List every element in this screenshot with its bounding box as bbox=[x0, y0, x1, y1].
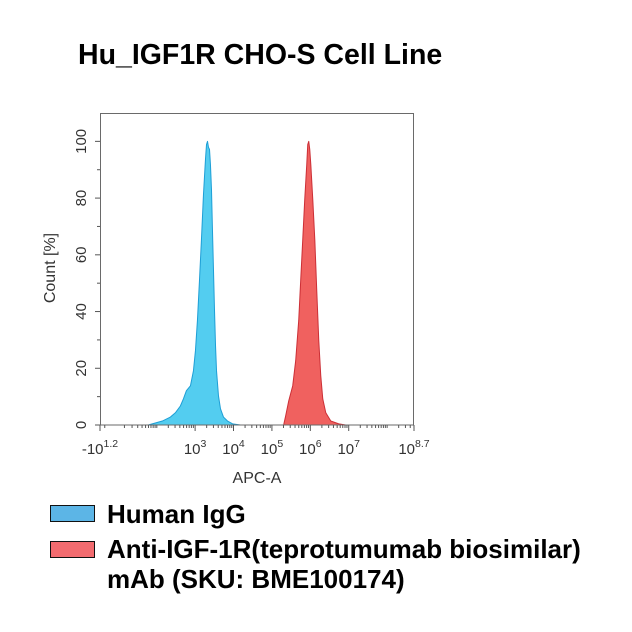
legend-label-human-igg: Human IgG bbox=[107, 499, 246, 529]
x-tick-label-exponent: 5 bbox=[277, 438, 283, 450]
x-tick-label-exponent: 1.2 bbox=[104, 438, 119, 450]
x-axis-label: APC-A bbox=[233, 470, 282, 487]
legend-swatch-anti-igf-1r bbox=[50, 541, 95, 558]
x-tick-label: -101.2 bbox=[82, 438, 118, 458]
x-tick-label-exponent: 7 bbox=[354, 438, 360, 450]
y-tick-label: 60 bbox=[73, 246, 90, 263]
x-tick-label: 108.7 bbox=[398, 438, 429, 458]
x-tick-label-base: 10 bbox=[222, 441, 239, 458]
y-axis-label: Count [%] bbox=[42, 233, 59, 303]
y-tick-label: 0 bbox=[73, 421, 90, 429]
histogram-series-1 bbox=[147, 140, 241, 425]
plot-frame bbox=[100, 113, 414, 426]
x-tick-label: 103 bbox=[184, 438, 207, 458]
x-tick-label-exponent: 8.7 bbox=[415, 438, 430, 450]
x-tick-label: 105 bbox=[261, 438, 284, 458]
x-tick-label-exponent: 3 bbox=[201, 438, 207, 450]
y-tick-label: 80 bbox=[73, 190, 90, 207]
x-tick-label-base: 10 bbox=[398, 441, 415, 458]
x-tick-label-base: 10 bbox=[261, 441, 278, 458]
y-tick-label: 40 bbox=[73, 303, 90, 320]
legend-swatch-human-igg bbox=[50, 505, 95, 522]
y-tick-label: 100 bbox=[73, 129, 90, 154]
chart-title: Hu_IGF1R CHO-S Cell Line bbox=[78, 39, 443, 71]
histogram-series-2 bbox=[283, 140, 347, 425]
x-tick-label-base: 10 bbox=[299, 441, 316, 458]
x-tick-label-exponent: 6 bbox=[316, 438, 322, 450]
x-tick-label-base: 10 bbox=[184, 441, 201, 458]
x-tick-label-base: -10 bbox=[82, 441, 104, 458]
y-tick-label: 20 bbox=[73, 360, 90, 377]
legend-label-anti-igf-1r: Anti-IGF-1R(teprotumumab biosimilar) mAb… bbox=[107, 534, 581, 594]
x-tick-label: 104 bbox=[222, 438, 245, 458]
x-tick-label: 106 bbox=[299, 438, 322, 458]
histogram-layer bbox=[147, 140, 347, 425]
x-tick-label-exponent: 4 bbox=[239, 438, 245, 450]
x-tick-label-base: 10 bbox=[337, 441, 354, 458]
x-tick-label: 107 bbox=[337, 438, 360, 458]
